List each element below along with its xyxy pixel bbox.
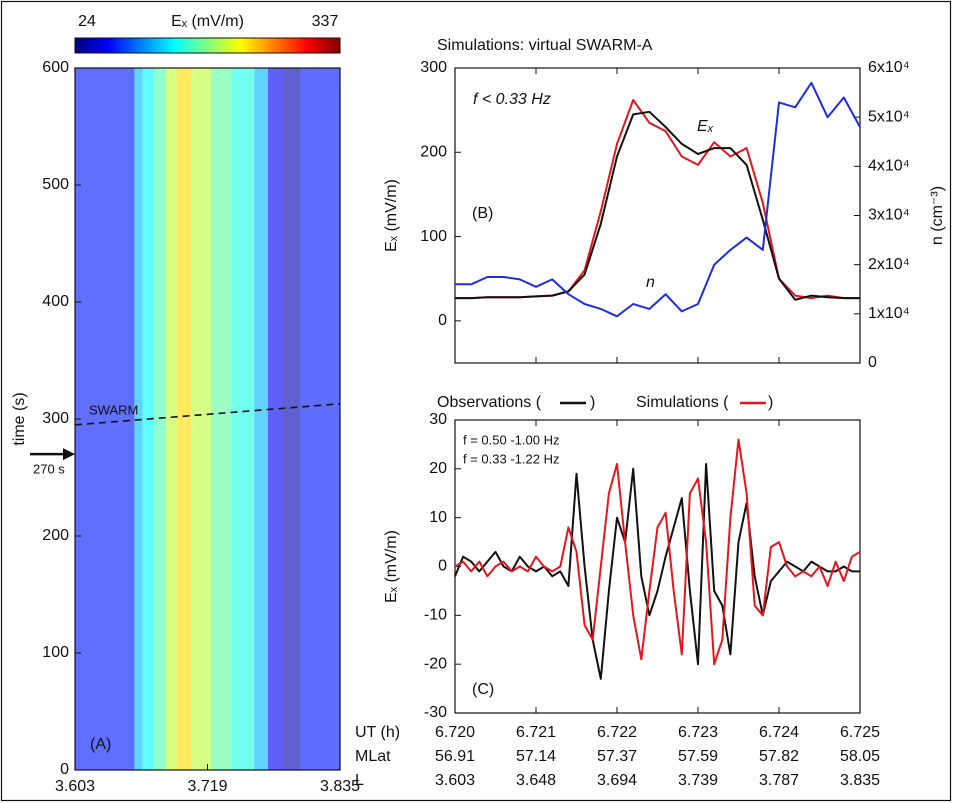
legend-text: Simulations (	[636, 394, 729, 411]
x-tick-label: 3.603	[55, 778, 95, 795]
x-tick-label: 6.721	[516, 724, 556, 741]
row-value: 3.603	[435, 772, 475, 789]
row-value: 57.37	[597, 748, 637, 765]
row-value: 3.835	[840, 772, 880, 789]
x-tick-label: 6.723	[678, 724, 718, 741]
row-value: 58.05	[840, 748, 880, 765]
legend-text: )	[768, 394, 773, 411]
row-value: 3.787	[759, 772, 799, 789]
x-axis-label: UT (h)	[355, 724, 400, 741]
y-tick-label: 600	[42, 59, 69, 76]
y-axis-label: time (s)	[11, 392, 28, 445]
heatmap-cell	[282, 68, 301, 770]
x-tick-label: 3.835	[320, 778, 360, 795]
row-value: 3.648	[516, 772, 556, 789]
row-value: 3.739	[678, 772, 718, 789]
row-label: L	[355, 772, 364, 789]
swarm-track	[74, 402, 341, 426]
y-tick-label: -10	[424, 607, 447, 624]
heatmap-cell	[268, 68, 284, 770]
y-tick-label: 200	[42, 527, 69, 544]
y2-axis-label: n (cm⁻³)	[929, 186, 946, 245]
y-tick-label: 300	[420, 59, 447, 76]
y2-tick-label: 4x10⁴	[868, 158, 910, 175]
row-value: 3.694	[597, 772, 637, 789]
chart-title: Simulations: virtual SWARM-A	[437, 37, 653, 54]
y-axis-label: Eₓ (mV/m)	[383, 179, 400, 252]
arrow-label: 270 s	[33, 462, 65, 477]
y-tick-label: 0	[438, 558, 447, 575]
series-line	[454, 438, 861, 666]
legend-text: )	[590, 394, 595, 411]
colorbar	[74, 37, 341, 54]
y-tick-label: 200	[420, 144, 447, 161]
series-line	[454, 463, 860, 680]
row-label: MLat	[355, 748, 391, 765]
y2-tick-label: 3x10⁴	[868, 207, 910, 224]
annotation: f = 0.33 -1.22 Hz	[463, 451, 559, 466]
series-line	[455, 110, 860, 301]
series-label: n	[646, 274, 655, 291]
heatmap-cell	[75, 68, 135, 770]
row-value: 57.14	[516, 748, 556, 765]
y-tick-label: 0	[60, 761, 69, 778]
plot-frame	[454, 67, 861, 364]
x-tick-label: 6.725	[840, 724, 880, 741]
y-tick-label: 100	[420, 228, 447, 245]
y-tick-label: 400	[42, 293, 69, 310]
colorbar-max: 337	[312, 13, 339, 30]
series-line	[455, 81, 861, 318]
x-tick-label: 6.724	[759, 724, 799, 741]
row-value: 57.82	[759, 748, 799, 765]
panel-label: (C)	[472, 681, 494, 698]
heatmap-cell	[300, 68, 341, 770]
y2-tick-label: 6x10⁴	[868, 59, 910, 76]
heatmap-cell	[153, 68, 166, 770]
y-tick-label: -20	[424, 655, 447, 672]
panel-label: (B)	[472, 205, 493, 222]
heatmap-cell	[210, 68, 232, 770]
x-tick-label: 6.720	[435, 724, 475, 741]
y2-tick-label: 2x10⁴	[868, 256, 910, 273]
y-tick-label: 500	[42, 176, 69, 193]
y-tick-label: 20	[429, 460, 447, 477]
x-tick-label: 6.722	[597, 724, 637, 741]
annotation: f = 0.50 -1.00 Hz	[463, 432, 559, 447]
heatmap-cell	[165, 68, 178, 770]
colorbar-min: 24	[78, 13, 96, 30]
y-axis-label: Eₓ (mV/m)	[383, 530, 400, 603]
row-value: 57.59	[678, 748, 718, 765]
legend-text: Observations (	[437, 394, 542, 411]
heatmap-cell	[191, 68, 212, 770]
heatmap-cell	[254, 68, 269, 770]
colorbar-label: Eₓ (mV/m)	[171, 13, 244, 30]
y2-tick-label: 5x10⁴	[868, 108, 910, 125]
y-tick-label: 10	[429, 509, 447, 526]
annotation: f < 0.33 Hz	[473, 91, 551, 108]
y2-tick-label: 0	[868, 354, 877, 371]
y-tick-label: 30	[429, 411, 447, 428]
row-value: 56.91	[435, 748, 475, 765]
y-tick-label: -30	[424, 704, 447, 721]
panel-label: (A)	[90, 736, 111, 753]
y2-tick-label: 1x10⁴	[868, 305, 910, 322]
heatmap-cell	[176, 68, 193, 770]
heatmap	[75, 68, 341, 770]
swarm-label: SWARM	[89, 402, 138, 417]
arrow-head	[63, 448, 75, 461]
series-line	[455, 99, 860, 300]
heatmap-cell	[231, 68, 255, 770]
y-tick-label: 100	[42, 644, 69, 661]
y-tick-label: 0	[438, 312, 447, 329]
series-label: Eₓ	[697, 118, 714, 135]
y-tick-label: 300	[42, 410, 69, 427]
x-tick-label: 3.719	[187, 778, 227, 795]
